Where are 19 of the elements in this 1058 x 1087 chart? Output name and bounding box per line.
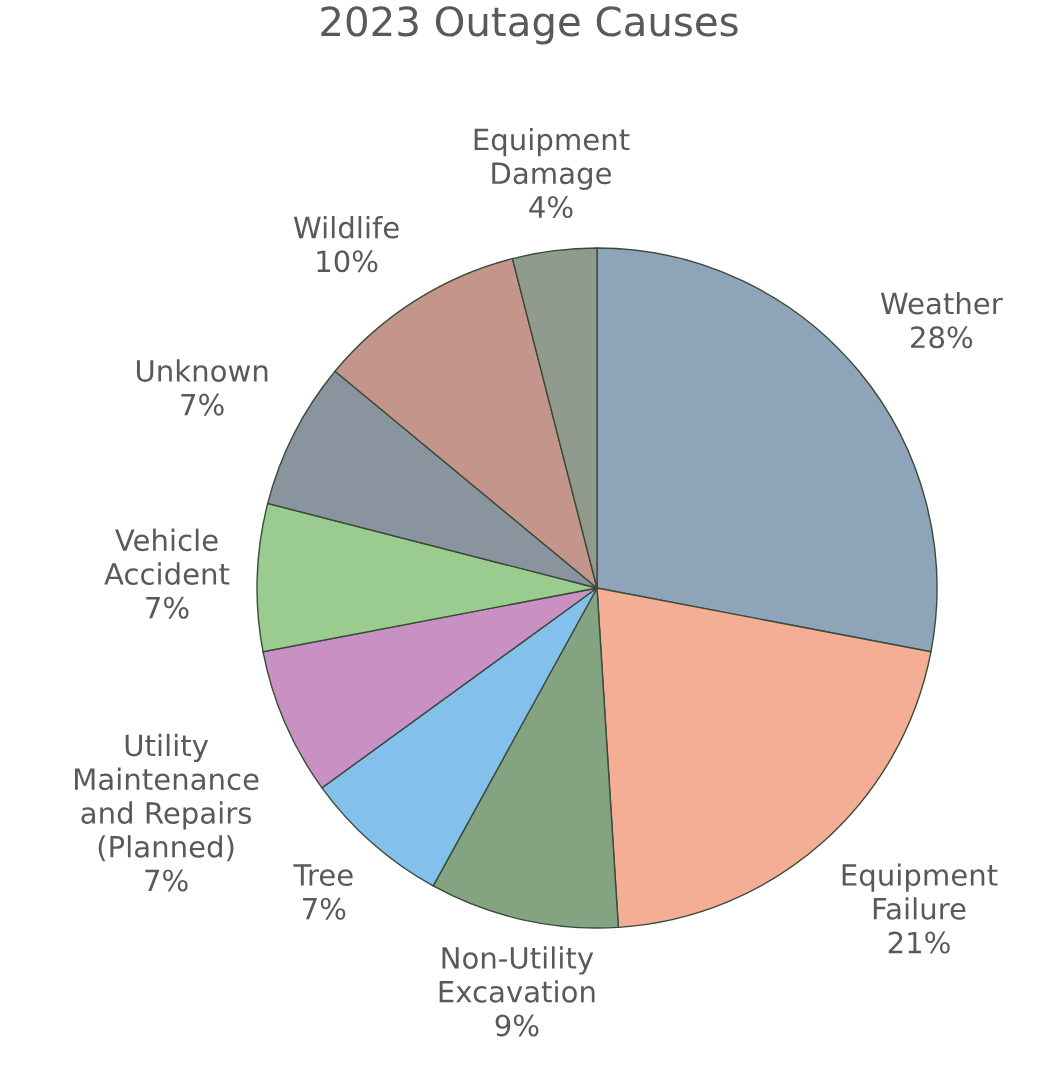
data-label: 28% bbox=[911, 326, 973, 349]
slice-label: Unknown bbox=[136, 359, 268, 382]
data-label: 7% bbox=[145, 869, 188, 892]
slice-label: Tree bbox=[293, 864, 353, 887]
data-label: 7% bbox=[303, 897, 346, 920]
data-label: 7% bbox=[146, 596, 189, 619]
data-label: 4% bbox=[529, 195, 573, 219]
data-label: 7% bbox=[181, 393, 224, 416]
slice-label: Vehicle Accident bbox=[104, 528, 230, 585]
data-label: 9% bbox=[495, 1014, 539, 1037]
slice-label: Weather bbox=[880, 291, 1003, 315]
slice-label: Non-Utility Excavation bbox=[439, 946, 595, 1003]
chart-title: 2023 Outage Causes bbox=[321, 6, 738, 45]
slice-label: Equipment Failure bbox=[842, 863, 998, 920]
slice-label: Equipment Damage bbox=[474, 127, 630, 190]
slice-label: Utility Maintenance and Repairs (Planned) bbox=[75, 733, 259, 862]
slice-label: Wildlife bbox=[293, 215, 399, 239]
data-label: 21% bbox=[888, 931, 950, 954]
data-label: 10% bbox=[317, 250, 378, 273]
